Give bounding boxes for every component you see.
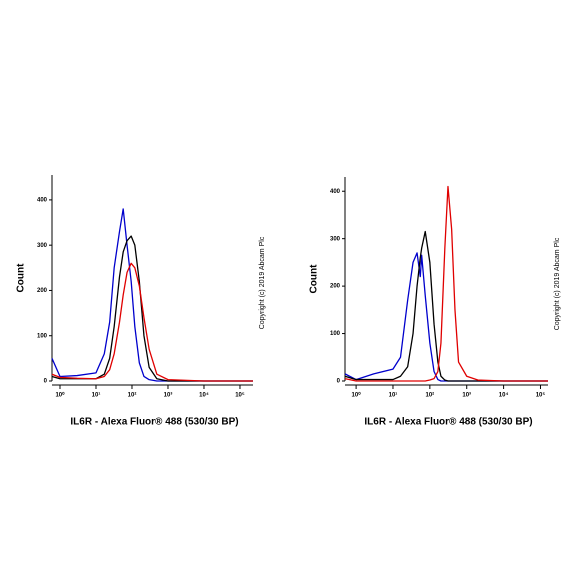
histogram-line	[344, 252, 548, 382]
x-tick-label: 10⁴	[199, 393, 209, 399]
x-axis-label: IL6R - Alexa Fluor® 488 (530/30 BP)	[70, 417, 238, 428]
copyright: Copyright (c) 2019 Abcam Plc	[554, 237, 561, 330]
y-tick-label: 200	[37, 288, 48, 294]
x-tick-label: 10⁵	[536, 393, 546, 399]
histogram-line	[51, 262, 253, 382]
x-tick-label: 10³	[164, 392, 173, 399]
y-tick-label: 100	[330, 331, 341, 337]
y-tick-label: 400	[330, 189, 341, 195]
copyright: Copyright (c) 2019 Abcam Plc	[259, 236, 266, 329]
y-tick-label: 100	[37, 333, 48, 339]
x-tick-label: 10²	[426, 392, 435, 399]
x-tick-label: 10¹	[92, 392, 101, 399]
x-tick-label: 10³	[462, 392, 471, 399]
histogram-line	[344, 230, 548, 382]
x-tick-label: 10⁵	[235, 393, 245, 399]
x-tick-label: 10¹	[389, 392, 398, 399]
y-tick-label: 300	[37, 243, 48, 249]
y-tick-label: 300	[330, 236, 341, 242]
histogram-line	[344, 185, 548, 382]
x-axis-label: IL6R - Alexa Fluor® 488 (530/30 BP)	[364, 417, 532, 428]
y-tick-label: 400	[37, 197, 48, 203]
x-tick-label: 10⁰	[55, 392, 65, 399]
y-tick-label: 0	[44, 379, 48, 385]
y-axis-label: Count	[309, 264, 320, 294]
x-tick-label: 10⁴	[499, 393, 509, 399]
x-tick-label: 10⁰	[352, 392, 362, 399]
y-tick-label: 0	[337, 379, 341, 385]
x-tick-label: 10²	[128, 392, 137, 399]
y-tick-label: 200	[330, 284, 341, 290]
histogram-line	[51, 208, 253, 382]
y-axis-label: Count	[16, 263, 27, 293]
